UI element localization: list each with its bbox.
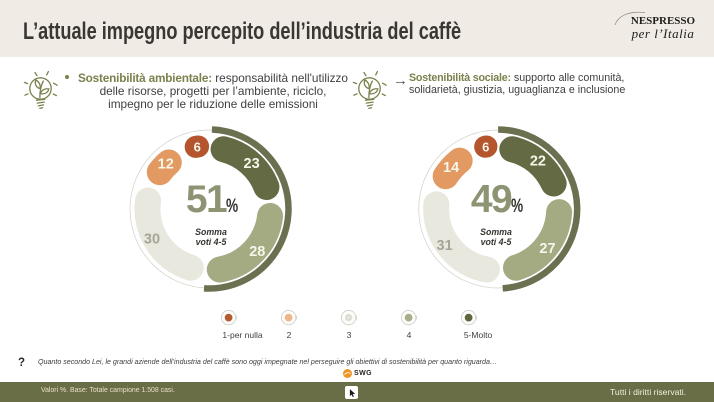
- svg-text:30: 30: [144, 231, 160, 247]
- svg-text:31: 31: [437, 238, 453, 254]
- svg-text:23: 23: [244, 156, 260, 172]
- svg-text:12: 12: [158, 156, 174, 172]
- svg-text:6: 6: [482, 139, 489, 154]
- svg-text:6: 6: [194, 139, 201, 154]
- svg-text:22: 22: [530, 154, 546, 170]
- svg-text:28: 28: [249, 244, 265, 260]
- svg-text:27: 27: [539, 241, 555, 257]
- svg-text:14: 14: [443, 160, 459, 176]
